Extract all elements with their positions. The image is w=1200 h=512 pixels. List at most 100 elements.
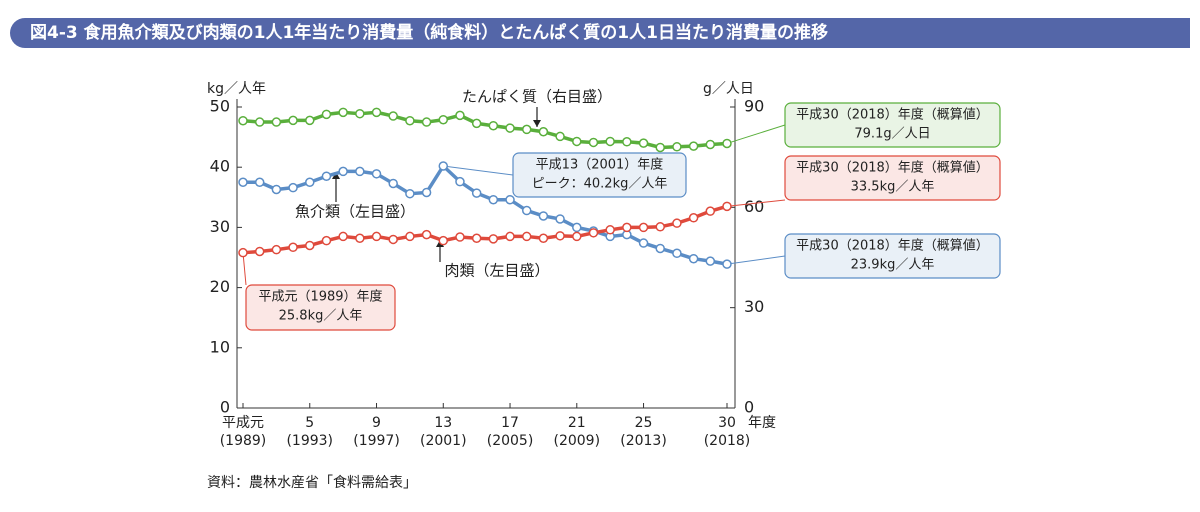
point	[505, 231, 515, 242]
x-tick-label: 5	[305, 415, 314, 431]
source: 資料：農林水産省「食料需給表」	[207, 474, 417, 491]
point	[338, 107, 348, 118]
point	[305, 177, 315, 187]
point	[338, 166, 348, 177]
title-bar	[10, 18, 1190, 48]
callout-text: 33.5kg／人年	[851, 180, 935, 195]
point	[288, 182, 298, 193]
point	[254, 177, 265, 187]
point	[438, 114, 449, 125]
callout-text: 平成30（2018）年度（概算値）	[796, 238, 989, 254]
y-tick-label: 30	[210, 217, 230, 236]
point	[655, 222, 665, 232]
point	[405, 115, 415, 126]
x-tick-label: (2005)	[487, 433, 534, 449]
point	[455, 176, 465, 187]
point	[438, 161, 449, 171]
x-tick-label: (1997)	[353, 433, 400, 449]
point	[705, 206, 716, 216]
point	[388, 234, 398, 245]
point	[538, 211, 549, 221]
point	[288, 242, 298, 253]
callout-box	[512, 152, 687, 198]
series-arrowhead	[533, 120, 541, 127]
point	[605, 136, 615, 147]
x-tick-label: (2018)	[704, 433, 751, 449]
point	[722, 259, 732, 269]
point	[572, 231, 582, 242]
point	[471, 118, 482, 129]
point	[722, 201, 732, 212]
y-tick-label: 10	[210, 337, 230, 356]
callout-leader	[726, 199, 786, 207]
point	[605, 225, 615, 235]
point	[638, 138, 649, 148]
y2-axis-label: g／人日	[703, 81, 754, 97]
callout-box	[245, 284, 396, 331]
callout-text: 25.8kg／人年	[279, 309, 363, 324]
point	[254, 246, 265, 257]
y2-tick-label: 30	[744, 297, 764, 316]
point	[572, 222, 582, 233]
series-arrowhead	[332, 172, 340, 179]
point	[555, 214, 565, 224]
point	[521, 205, 532, 216]
point	[521, 124, 532, 135]
point	[555, 131, 565, 142]
point	[655, 243, 665, 254]
x-tick-label: (1989)	[220, 433, 267, 449]
point	[672, 248, 682, 259]
point	[405, 231, 415, 242]
callout-text: 平成13（2001）年度	[536, 157, 664, 173]
callout-box	[784, 233, 1001, 279]
point	[572, 136, 582, 147]
point	[655, 142, 665, 153]
point	[321, 109, 332, 120]
x-tick-label: 30	[718, 415, 736, 431]
callout-box	[784, 155, 1001, 201]
point	[588, 228, 599, 238]
point	[371, 231, 382, 242]
point	[355, 166, 365, 177]
point	[521, 231, 532, 242]
x-tick-label: 17	[501, 415, 519, 431]
point	[538, 126, 549, 137]
point	[321, 235, 332, 246]
callout-leader	[242, 252, 247, 286]
point	[371, 107, 382, 118]
y2-tick-label: 90	[744, 97, 764, 116]
x-tick-label: 9	[372, 415, 381, 431]
point	[455, 110, 465, 121]
point	[455, 232, 465, 242]
callout-text: 平成元（1989）年度	[258, 289, 382, 305]
x-axis-unit: 年度	[748, 415, 776, 431]
point	[321, 171, 332, 181]
series-label: 魚介類（左目盛）	[295, 203, 415, 221]
point	[505, 123, 515, 133]
point	[505, 194, 515, 205]
callout-leader	[443, 165, 514, 176]
point	[555, 231, 565, 241]
point	[688, 213, 699, 223]
point	[622, 137, 632, 147]
point	[355, 233, 365, 243]
point	[538, 233, 549, 243]
y2-tick-label: 0	[744, 398, 754, 417]
point	[471, 188, 482, 198]
x-tick-label: (1993)	[286, 433, 333, 449]
x-tick-label: (2001)	[420, 433, 467, 449]
point	[688, 141, 699, 151]
chart-title: 図4-3 食用魚介類及び肉類の1人1年当たり消費量（純食料）とたんぱく質の1人1…	[30, 22, 828, 43]
callout-text: 平成30（2018）年度（概算値）	[796, 107, 989, 123]
point	[722, 138, 732, 149]
point	[388, 178, 398, 189]
point	[438, 235, 449, 246]
point	[488, 120, 499, 131]
point	[421, 117, 432, 127]
x-tick-label: (2013)	[620, 433, 667, 449]
point	[388, 111, 398, 121]
series-label: 肉類（左目盛）	[444, 262, 549, 280]
point	[672, 218, 682, 228]
point	[688, 253, 699, 264]
